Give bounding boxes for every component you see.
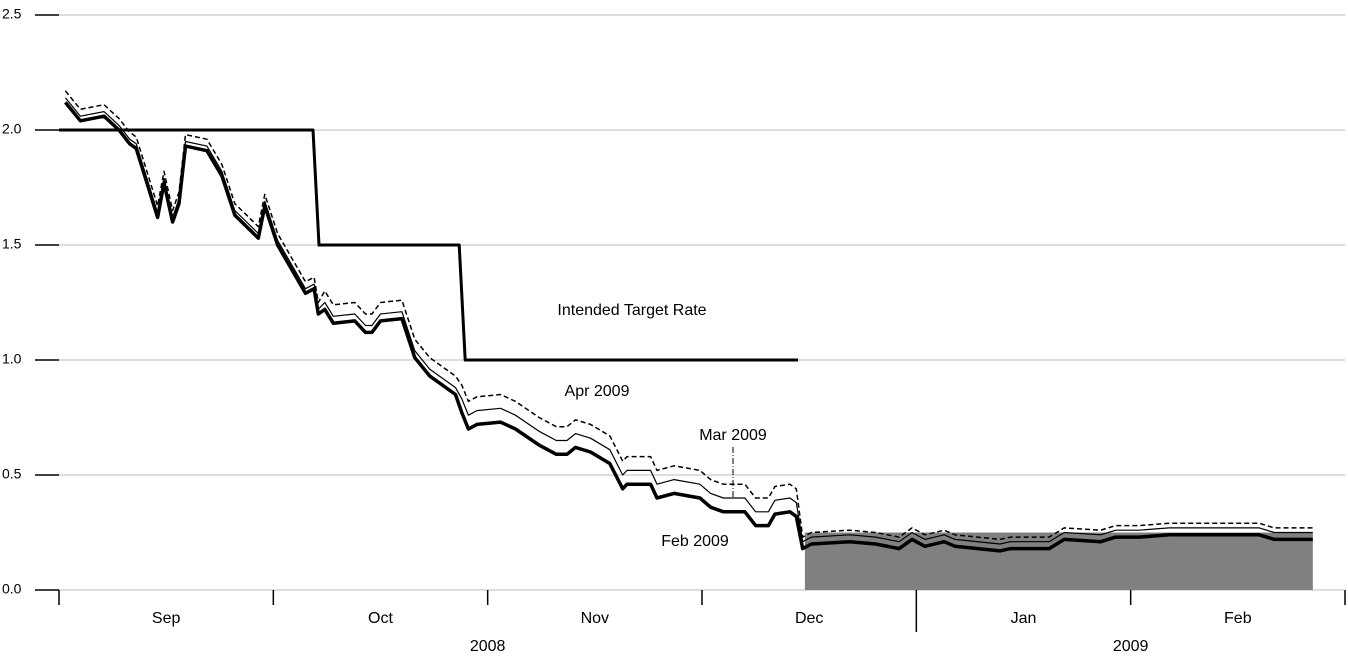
y-tick-label: 0.5	[2, 466, 22, 482]
series-label: Mar 2009	[699, 427, 767, 444]
month-label: Jan	[1011, 610, 1037, 627]
y-tick-label: 2.5	[2, 6, 22, 22]
month-label: Nov	[581, 610, 609, 627]
month-label: Dec	[795, 610, 823, 627]
series-line	[64, 97, 1313, 545]
y-tick-label: 1.5	[2, 236, 22, 252]
month-label: Feb	[1224, 610, 1252, 627]
month-label: Sep	[152, 610, 181, 627]
y-tick-label: 0.0	[2, 581, 22, 597]
month-label: Oct	[368, 610, 393, 627]
series-label: Intended Target Rate	[557, 302, 706, 319]
year-label: 2008	[470, 638, 506, 655]
y-tick-label: 1.0	[2, 351, 22, 367]
year-label: 2009	[1113, 638, 1149, 655]
series-line	[59, 128, 798, 362]
series-label: Apr 2009	[565, 383, 630, 400]
series-label: Feb 2009	[661, 533, 729, 550]
series-line	[64, 90, 1313, 541]
series-line	[64, 101, 1313, 553]
y-tick-label: 2.0	[2, 121, 22, 137]
